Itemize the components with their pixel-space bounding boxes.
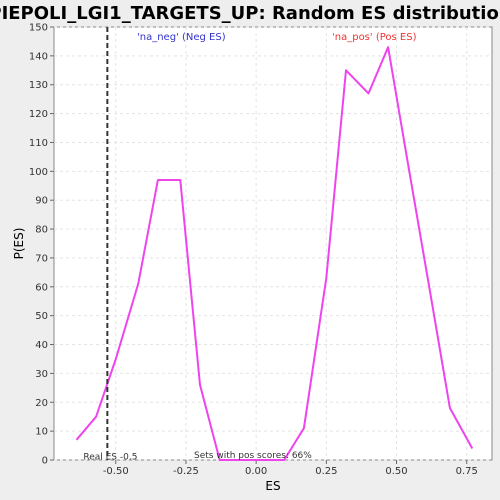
y-tick-label: 100 [29, 167, 48, 178]
x-tick-label: 0.75 [456, 466, 478, 477]
x-tick-label: -0.25 [173, 466, 199, 477]
pos-scores-label: Sets with pos scores: 66% [194, 451, 312, 461]
x-tick-label: 0.25 [315, 466, 337, 477]
y-tick-label: 110 [29, 138, 48, 149]
y-tick-label: 130 [29, 80, 48, 91]
y-tick-label: 0 [42, 456, 48, 467]
grid-lines [54, 26, 492, 461]
y-axis-label: P(ES) [12, 228, 26, 260]
chart-title: PIEPOLI_LGI1_TARGETS_UP: Random ES distr… [0, 3, 500, 24]
real-es-label: Real ES -0.5 [83, 453, 137, 463]
y-tick-label: 70 [35, 253, 48, 264]
y-tick-label: 60 [35, 282, 48, 293]
y-tick-label: 80 [35, 225, 48, 236]
y-tick-label: 90 [35, 196, 48, 207]
y-tick-label: 140 [29, 51, 48, 62]
y-tick-label: 40 [35, 340, 48, 351]
y-tick-label: 150 [29, 23, 48, 34]
neg-es-annotation: 'na_neg' (Neg ES) [137, 32, 226, 43]
y-tick-label: 50 [35, 311, 48, 322]
pos-es-annotation: 'na_pos' (Pos ES) [332, 32, 417, 43]
x-axis-label: ES [265, 479, 280, 493]
y-tick-label: 10 [35, 427, 48, 438]
x-tick-label: -0.50 [103, 466, 129, 477]
axis-ticks: 0 10 20 30 40 50 60 70 80 90 100 110 120 130 140 150 -0.… [29, 23, 478, 478]
y-tick-label: 120 [29, 109, 48, 120]
y-tick-label: 30 [35, 369, 48, 380]
x-tick-label: 0.50 [385, 466, 407, 477]
series-line [75, 46, 474, 461]
x-tick-label: 0.00 [245, 466, 267, 477]
y-tick-label: 20 [35, 398, 48, 409]
plot-area [53, 26, 493, 461]
